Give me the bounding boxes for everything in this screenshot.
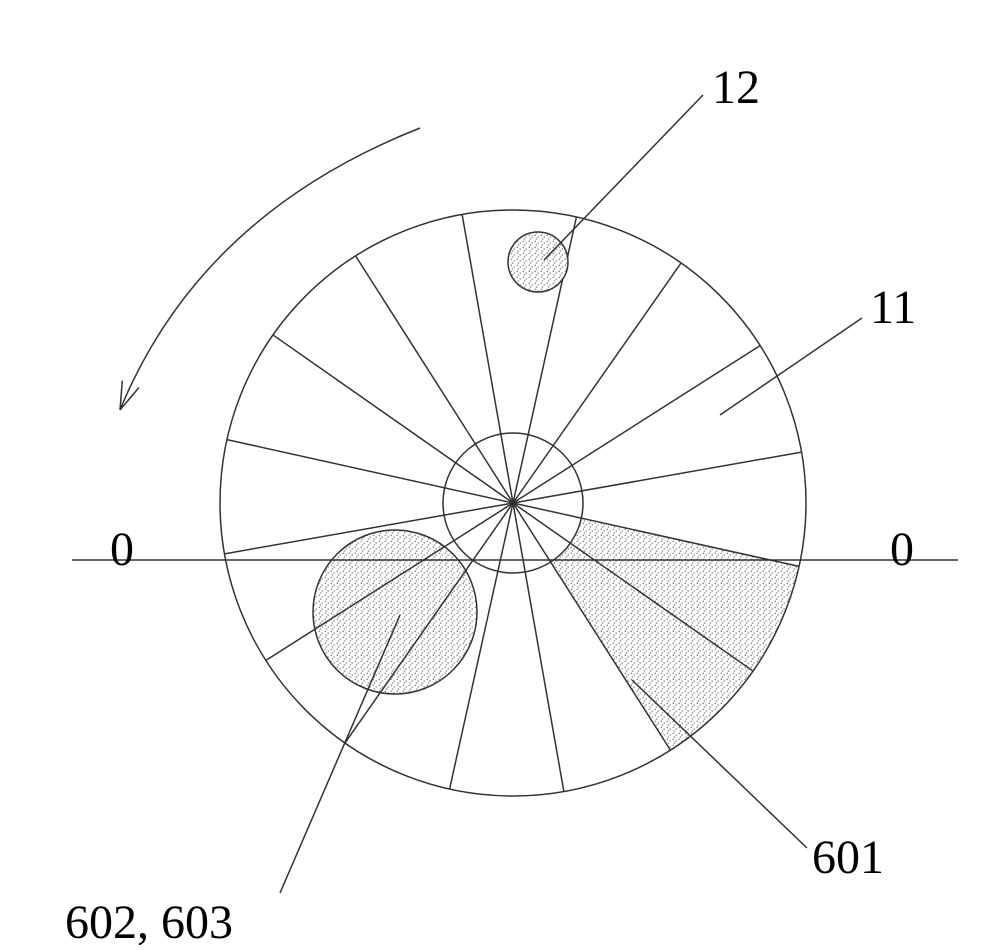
label-0-right: 0 — [890, 522, 914, 577]
label-0-left: 0 — [110, 522, 134, 577]
label-12: 12 — [712, 60, 760, 115]
diagram-svg — [0, 0, 1000, 947]
label-11: 11 — [870, 280, 916, 335]
label-602-603: 602, 603 — [65, 895, 233, 950]
label-601: 601 — [812, 830, 884, 885]
